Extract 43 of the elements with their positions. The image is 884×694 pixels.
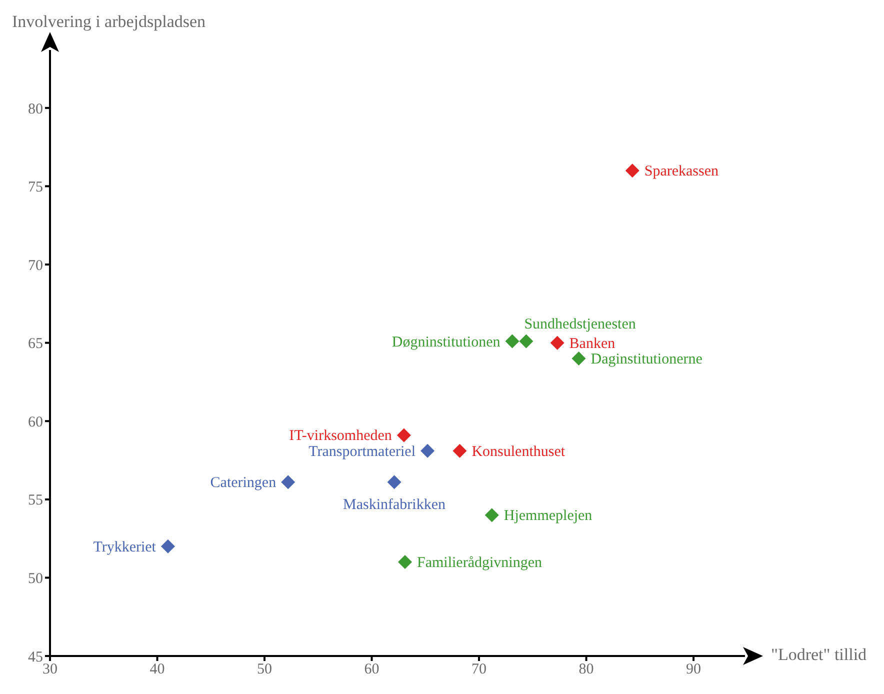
y-tick-label: 55 xyxy=(28,492,43,509)
point xyxy=(519,334,534,348)
x-tick-label: 30 xyxy=(42,662,58,678)
annotation: Familierådgivningen xyxy=(417,555,542,572)
y-tick-label: 75 xyxy=(28,180,43,196)
y-axis-title: Involvering i arbejdspladsen xyxy=(12,12,206,32)
x-tick-label: 40 xyxy=(150,662,165,678)
y-tick-label: 65 xyxy=(28,336,43,352)
y-tick-label: 50 xyxy=(28,571,43,588)
annotation: IT-virksomheden xyxy=(289,428,392,444)
annotation: Hjemmeplejen xyxy=(504,508,593,524)
point xyxy=(420,444,435,458)
x-tick-label: 50 xyxy=(257,662,272,678)
point xyxy=(550,336,564,350)
annotation: Sundhedstjenesten xyxy=(524,316,636,332)
point xyxy=(452,444,467,458)
point xyxy=(505,334,520,348)
point xyxy=(625,164,640,178)
point xyxy=(160,539,175,554)
annotation: Transportmateriel xyxy=(308,444,416,460)
x-tick-label: 60 xyxy=(364,662,380,678)
x-tick-label: 70 xyxy=(472,662,487,678)
annotation: Sparekassen xyxy=(644,164,720,180)
point xyxy=(281,475,296,490)
annotation: Konsulenthuset xyxy=(472,444,566,460)
y-tick-label: 80 xyxy=(28,101,43,118)
point xyxy=(484,508,499,522)
point xyxy=(387,475,402,490)
point xyxy=(396,428,411,442)
x-tick-label: 80 xyxy=(578,662,594,678)
x-axis-title: "Lodret" tillid xyxy=(771,645,867,665)
point xyxy=(398,555,412,570)
annotation: Daginstitutionerne xyxy=(590,351,703,368)
y-tick-label: 45 xyxy=(28,649,43,666)
annotation: Maskinfabrikken xyxy=(343,497,446,514)
annotation: Banken xyxy=(569,336,616,352)
point xyxy=(572,351,586,366)
annotation: Døgninstitutionen xyxy=(392,334,501,350)
annotation: Trykkeriet xyxy=(93,539,157,556)
x-tick-label: 90 xyxy=(686,662,702,678)
y-tick-label: 70 xyxy=(28,258,43,274)
annotation: Cateringen xyxy=(210,475,277,492)
y-tick-label: 60 xyxy=(28,414,43,430)
